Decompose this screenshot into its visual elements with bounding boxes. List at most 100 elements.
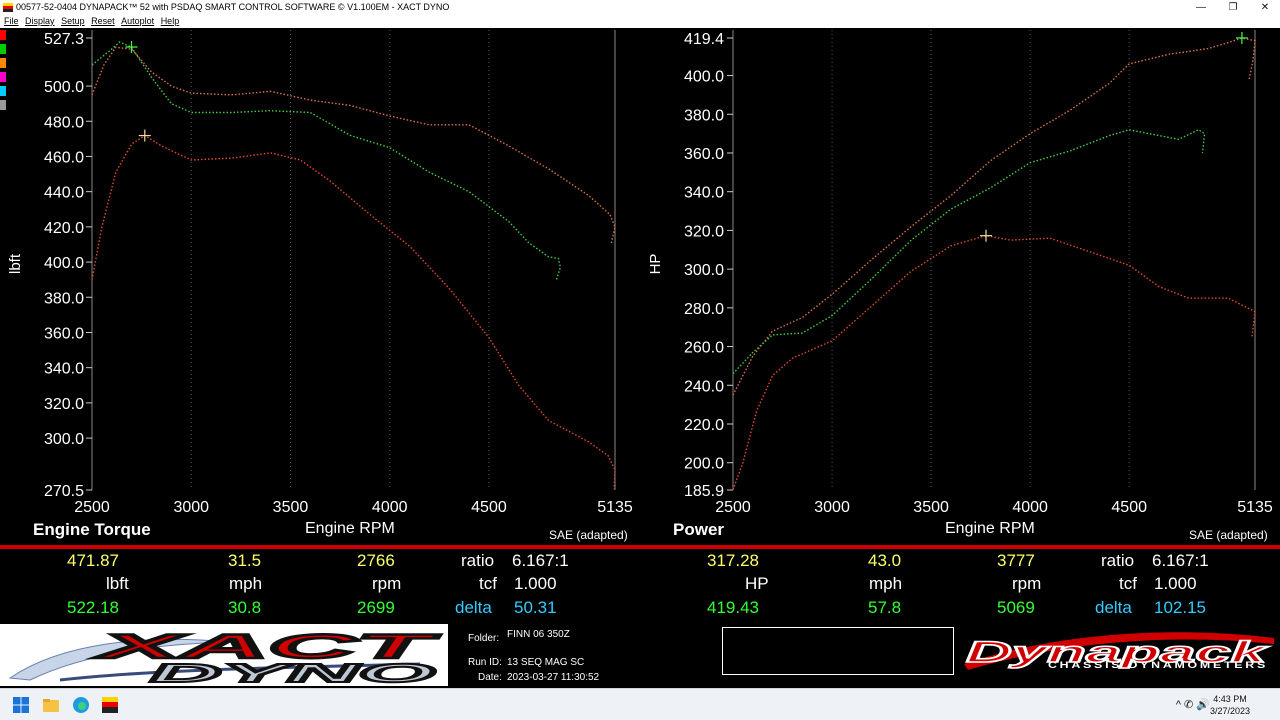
power-series-line-2 [732, 234, 1256, 491]
channel-color-2[interactable] [0, 58, 6, 68]
chassis-dynamometers-text: CHASSIS DYNAMOMETERS [1048, 660, 1268, 670]
torque-peak-speed: 30.8 [228, 598, 262, 617]
power-peak-speed: 57.8 [868, 598, 902, 617]
power-ratio-value: 6.167:1 [1152, 551, 1209, 570]
power-unit-rpm: rpm [1012, 574, 1042, 593]
torque-y-tick-label: 527.3 [44, 31, 84, 48]
menu-autoplot[interactable]: Autoplot [121, 16, 155, 26]
panel-divider [0, 545, 1280, 549]
runid-value: 13 SEQ MAG SC [507, 657, 585, 668]
dynapack-logo: Dynapack CHASSIS DYNAMOMETERS [958, 624, 1280, 686]
power-chart[interactable]: 419.4 400.0 380.0 360.0 340.0 320.0 300.0 280.0… [647, 30, 1273, 516]
torque-y-tick-label: 440.0 [44, 185, 84, 202]
torque-cursor-rpm: 2766 [357, 551, 395, 570]
menu-file[interactable]: File [4, 16, 19, 26]
torque-tcf-label: tcf [479, 574, 497, 593]
power-y-tick-label: 340.0 [684, 185, 724, 202]
power-peak-value: 419.43 [707, 598, 759, 617]
torque-y-tick-label: 340.0 [44, 361, 84, 378]
windows-start-icon[interactable] [12, 696, 30, 714]
power-y-tick-label: 380.0 [684, 107, 724, 124]
torque-y-axis-label: lbft [7, 253, 24, 274]
app-icon [3, 3, 13, 12]
taskbar: ^ ✆ 🔊 4:43 PM 3/27/2023 [0, 688, 1280, 720]
clock-date: 3/27/2023 [1209, 706, 1250, 716]
power-y-tick-label: 240.0 [684, 378, 724, 395]
power-series-line-0 [732, 37, 1256, 396]
torque-y-tick-label: 480.0 [44, 114, 84, 131]
channel-color-3[interactable] [0, 72, 6, 82]
power-cursor-speed: 43.0 [868, 551, 902, 570]
runid-label: Run ID: [468, 657, 502, 668]
channel-color-4[interactable] [0, 86, 6, 96]
dyno-logo-text: DYNO [150, 658, 435, 686]
power-y-tick-label: 360.0 [684, 146, 724, 163]
system-tray[interactable]: ^ ✆ 🔊 [1175, 699, 1210, 711]
power-y-tick-label: 320.0 [684, 223, 724, 240]
power-x-tick-label: 2500 [715, 499, 751, 516]
torque-y-tick-label: 420.0 [44, 220, 84, 237]
power-y-tick-label: 280.0 [684, 301, 724, 318]
date-value: 2023-03-27 11:30:52 [507, 672, 600, 683]
power-cursor-value: 317.28 [707, 551, 759, 570]
torque-tcf-value: 1.000 [514, 574, 557, 593]
torque-ratio-label: ratio [461, 551, 495, 570]
torque-unit-lbft: lbft [106, 574, 129, 593]
power-cursor-rpm: 3777 [997, 551, 1035, 570]
torque-peak-rpm: 2699 [357, 598, 395, 617]
torque-y-tick-label: 460.0 [44, 149, 84, 166]
torque-unit-rpm: rpm [372, 574, 402, 593]
channel-color-1[interactable] [0, 44, 6, 54]
power-unit-mph: mph [869, 574, 903, 593]
restore-button[interactable]: ❐ [1228, 2, 1238, 13]
power-x-tick-label: 3500 [913, 499, 949, 516]
power-y-tick-label: 400.0 [684, 69, 724, 86]
xact-dyno-logo-art: XACT DYNO [8, 627, 443, 689]
power-ratio-label: ratio [1101, 551, 1135, 570]
power-y-tick-label: 200.0 [684, 456, 724, 473]
torque-unit-mph: mph [229, 574, 263, 593]
xact-logo-text: XACT [93, 628, 442, 666]
notes-box[interactable] [722, 627, 954, 675]
torque-x-tick-label: 5135 [597, 499, 633, 516]
dynapack-app-icon[interactable] [101, 696, 119, 714]
torque-y-tick-label: 500.0 [44, 79, 84, 96]
power-y-axis-label: HP [647, 254, 664, 275]
menu-help[interactable]: Help [160, 16, 180, 26]
torque-x-tick-label: 4500 [471, 499, 507, 516]
torque-sae-note: SAE (adapted) [549, 528, 628, 542]
torque-y-tick-label: 380.0 [44, 290, 84, 307]
channel-color-5[interactable] [0, 100, 6, 110]
folder-value: FINN 06 350Z [507, 629, 570, 640]
power-y-tick-label: 220.0 [684, 417, 724, 434]
power-x-axis-label: Engine RPM [945, 520, 1035, 537]
torque-x-tick-label: 4000 [372, 499, 408, 516]
torque-delta-value: 50.31 [514, 598, 557, 617]
power-x-tick-label: 4500 [1111, 499, 1147, 516]
torque-chart[interactable]: 527.3 500.0 480.0 460.0 440.0 420.0 400.0 380.0… [7, 30, 633, 516]
dynapack-logo-art: Dynapack CHASSIS DYNAMOMETERS [964, 632, 1274, 670]
window-title: 00577-52-0404 DYNAPACK™ 52 with PSDAQ SM… [16, 2, 450, 12]
power-peak-rpm: 5069 [997, 598, 1035, 617]
torque-cursor-value: 471.87 [67, 551, 119, 570]
file-explorer-icon[interactable] [42, 696, 60, 714]
power-y-tick-label: 260.0 [684, 340, 724, 357]
edge-browser-icon[interactable] [72, 696, 90, 714]
torque-x-axis-label: Engine RPM [305, 520, 395, 537]
power-x-tick-label: 5135 [1237, 499, 1273, 516]
channel-color-0[interactable] [0, 30, 6, 40]
clock-time: 4:43 PM [1213, 694, 1247, 704]
torque-y-tick-label: 300.0 [44, 431, 84, 448]
minimize-button[interactable]: — [1196, 2, 1206, 13]
menu-setup[interactable]: Setup [61, 16, 85, 26]
torque-x-tick-label: 3000 [173, 499, 209, 516]
power-chart-title: Power [673, 520, 725, 539]
taskbar-clock[interactable]: 4:43 PM 3/27/2023 [1210, 693, 1250, 717]
close-button[interactable]: ✕ [1260, 2, 1270, 13]
menu-display[interactable]: Display [25, 16, 55, 26]
torque-y-tick-label: 360.0 [44, 325, 84, 342]
dynapack-logo-text: Dynapack [966, 636, 1269, 669]
power-y-tick-label: 419.4 [684, 31, 724, 48]
menu-reset[interactable]: Reset [91, 16, 115, 26]
